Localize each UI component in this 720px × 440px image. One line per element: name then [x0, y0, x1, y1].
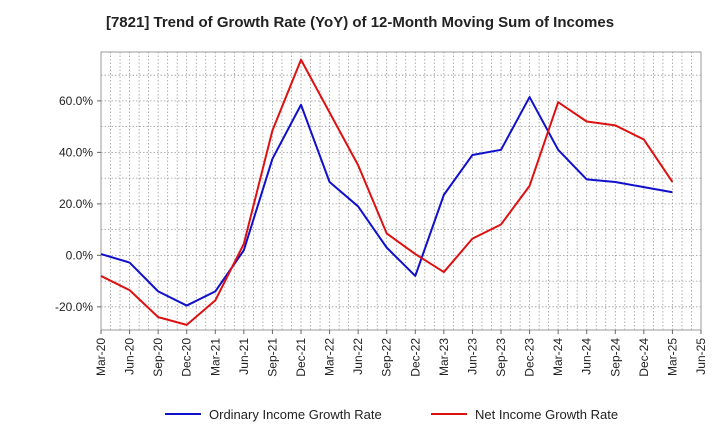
- x-tick-label: Sep-20: [151, 338, 165, 377]
- x-tick-label: Dec-22: [408, 338, 422, 377]
- x-tick-label: Mar-23: [437, 338, 451, 376]
- x-tick-label: Jun-21: [237, 338, 251, 375]
- x-tick-label: Mar-25: [665, 338, 679, 376]
- x-tick-label: Dec-20: [180, 338, 194, 377]
- plot-area: [100, 51, 702, 331]
- x-tick-label: Dec-24: [637, 338, 651, 377]
- legend: Ordinary Income Growth Rate Net Income Gr…: [165, 407, 618, 422]
- legend-label: Net Income Growth Rate: [475, 407, 618, 422]
- x-tick-label: Sep-24: [608, 338, 622, 377]
- y-tick-label: 60.0%: [59, 94, 93, 108]
- legend-label: Ordinary Income Growth Rate: [209, 407, 382, 422]
- x-tick-label: Jun-25: [694, 338, 708, 375]
- grid: [100, 51, 702, 331]
- x-tick-label: Dec-23: [523, 338, 537, 377]
- x-tick-label: Mar-21: [208, 338, 222, 376]
- x-tick-label: Mar-22: [323, 338, 337, 376]
- x-tick-label: Jun-24: [580, 338, 594, 375]
- series-line-ordinary-income: [100, 96, 673, 307]
- y-tick-label: 40.0%: [59, 145, 93, 159]
- y-tick-label: 20.0%: [59, 197, 93, 211]
- axes: -20.0% 0.0% 20.0% 40.0% 60.0% Mar-20 Jun-20 Sep…: [55, 94, 708, 377]
- x-tick-label: Jun-22: [351, 338, 365, 375]
- y-tick-label: -20.0%: [55, 300, 93, 314]
- x-tick-label: Dec-21: [294, 338, 308, 377]
- series-line-net-income: [100, 58, 674, 326]
- x-tick-label: Sep-21: [265, 338, 279, 377]
- x-tick-label: Mar-20: [94, 338, 108, 376]
- x-tick-label: Jun-23: [465, 338, 479, 375]
- series-lines: [100, 58, 674, 326]
- x-tick-label: Mar-24: [551, 338, 565, 376]
- x-tick-label: Sep-22: [380, 338, 394, 377]
- x-tick-label: Jun-20: [123, 338, 137, 375]
- chart-title: [7821] Trend of Growth Rate (YoY) of 12-…: [105, 14, 615, 31]
- y-tick-label: 0.0%: [66, 248, 94, 262]
- x-tick-label: Sep-23: [494, 338, 508, 377]
